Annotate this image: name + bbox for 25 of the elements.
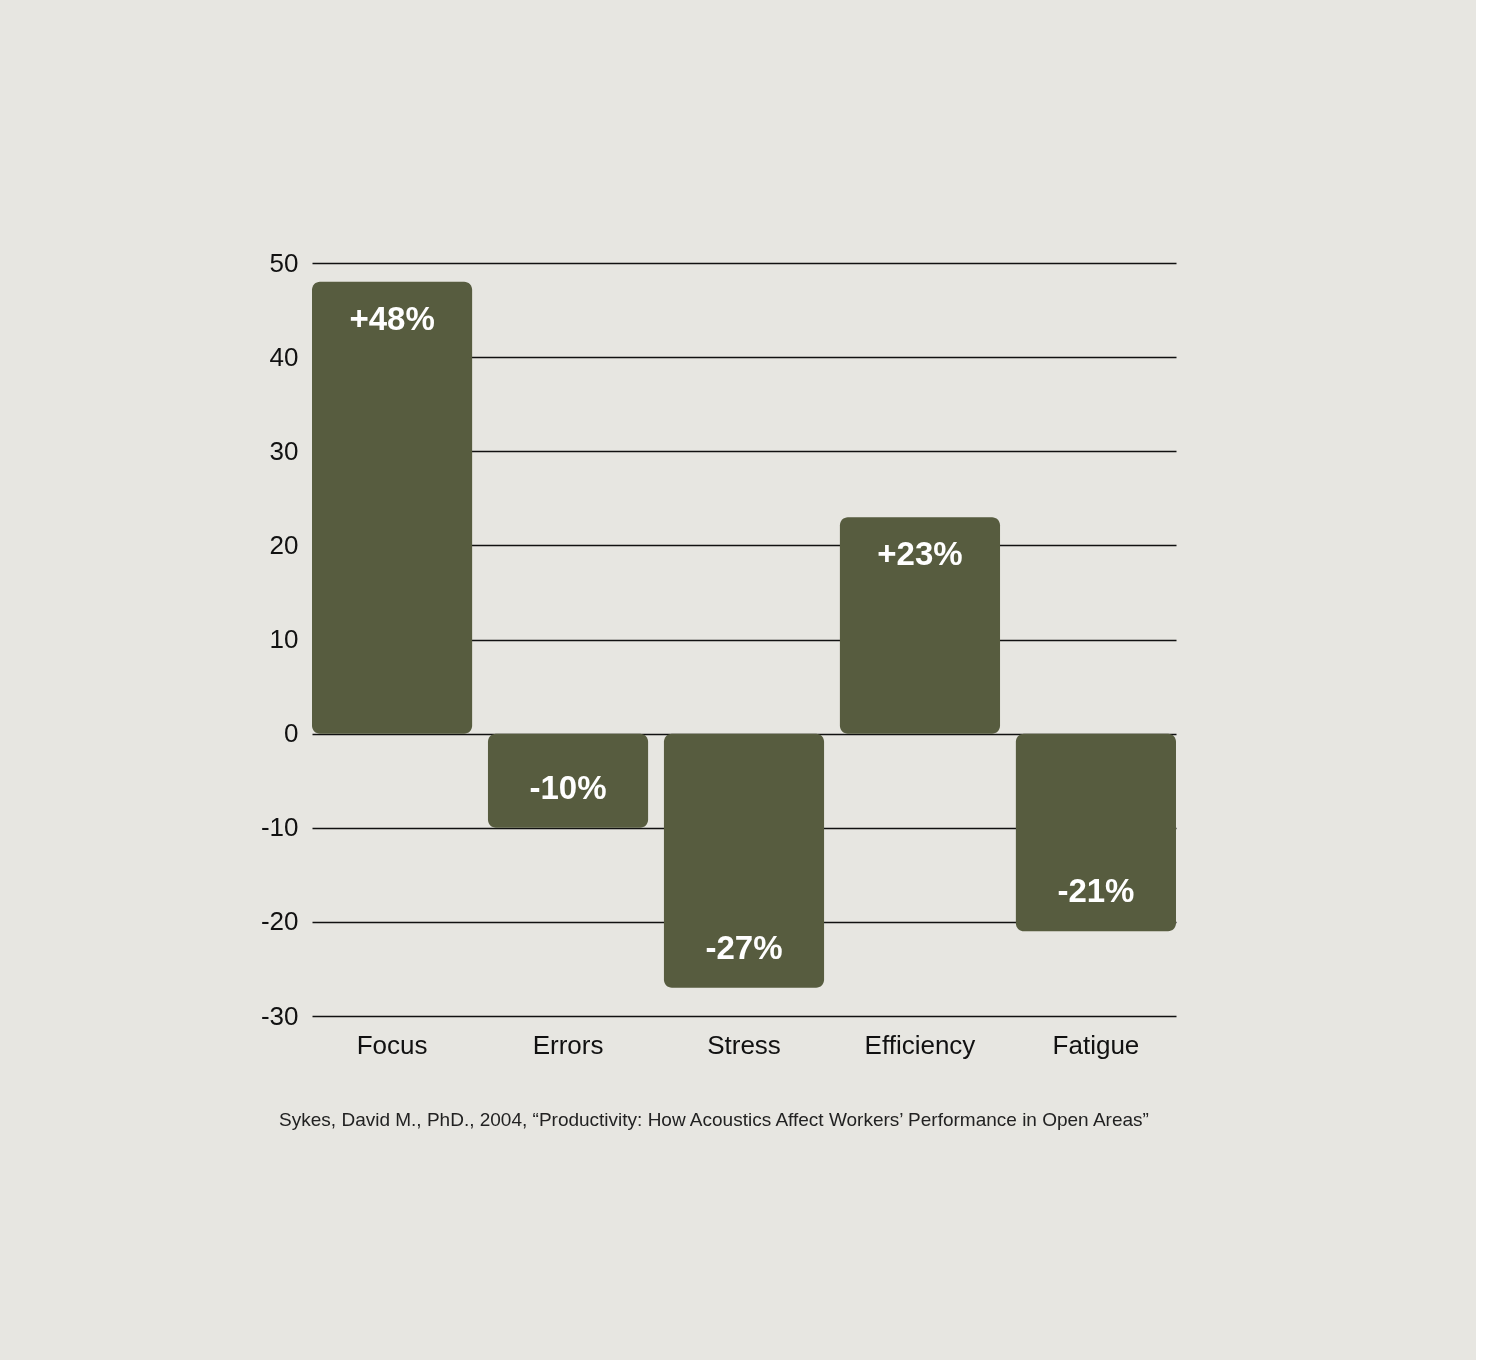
y-tick-label: 10 xyxy=(269,624,299,654)
data-label: +48% xyxy=(349,299,435,337)
y-tick-label: 20 xyxy=(269,529,299,560)
y-tick-label: -30 xyxy=(260,1000,299,1031)
y-tick-label: -20 xyxy=(260,906,299,937)
x-tick-label: Fatigue xyxy=(1052,1029,1140,1060)
bar xyxy=(839,517,1001,734)
bar xyxy=(1015,733,1176,932)
y-tick-label: 40 xyxy=(269,341,299,372)
data-label: -21% xyxy=(1057,872,1135,910)
data-label: +23% xyxy=(877,535,963,573)
x-tick-label: Errors xyxy=(532,1029,604,1060)
x-tick-label: Focus xyxy=(356,1029,428,1060)
text: Sykes, David M., PhD., 2004, “Productivity: How Acoustics Affect Workers’ Performance in Open Areas” xyxy=(279,1109,1149,1130)
x-tick-label: Stress xyxy=(707,1029,781,1060)
y-tick-label: 30 xyxy=(269,435,299,466)
data-label: -10% xyxy=(529,768,607,806)
data-label: -27% xyxy=(705,928,783,966)
y-tick-label: 0 xyxy=(284,718,299,749)
y-tick-label: -10 xyxy=(260,812,299,843)
y-tick-label: 50 xyxy=(269,247,299,278)
x-tick-label: Efficiency xyxy=(864,1029,976,1060)
bar xyxy=(663,733,825,988)
bar xyxy=(487,733,649,828)
bar xyxy=(312,281,473,734)
